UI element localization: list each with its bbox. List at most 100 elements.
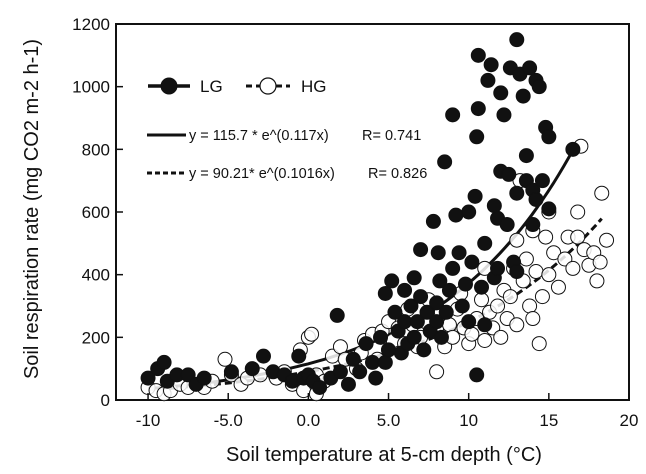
- lg-point: [384, 273, 400, 289]
- lg-point: [332, 364, 348, 380]
- lg-point: [477, 235, 493, 251]
- x-tick-label: 0.0: [297, 411, 321, 430]
- lg-point: [329, 307, 345, 323]
- lg-point: [397, 282, 413, 298]
- lg-point: [429, 314, 445, 330]
- lg-point: [501, 166, 517, 182]
- lg-point: [409, 314, 425, 330]
- hg-point: [570, 229, 586, 245]
- lg-point: [397, 314, 413, 330]
- lg-point: [477, 317, 493, 333]
- y-tick-label: 400: [82, 266, 110, 285]
- lg-point: [467, 188, 483, 204]
- lg-point: [413, 289, 429, 305]
- lg-point: [403, 298, 419, 314]
- lg-point: [416, 342, 432, 358]
- lg-point: [457, 276, 473, 292]
- hg-point: [550, 279, 566, 295]
- lg-point: [515, 88, 531, 104]
- lg-point: [493, 85, 509, 101]
- lg-point: [345, 351, 361, 367]
- lg-point: [470, 101, 486, 117]
- lg-point: [541, 129, 557, 145]
- hg-point: [493, 329, 509, 345]
- lg-point: [438, 304, 454, 320]
- x-axis-label: Soil temperature at 5-cm depth (°C): [226, 444, 542, 466]
- hg-point: [490, 298, 506, 314]
- lg-point: [483, 57, 499, 73]
- hg-point: [518, 251, 534, 267]
- eq-lg-r: R= 0.741: [362, 128, 421, 144]
- lg-point: [387, 304, 403, 320]
- hg-point: [528, 264, 544, 280]
- lg-point: [541, 201, 557, 217]
- hg-point: [429, 364, 445, 380]
- hg-point: [474, 292, 490, 308]
- lg-point: [429, 295, 445, 311]
- x-tick-label: -10: [136, 411, 161, 430]
- lg-point: [461, 314, 477, 330]
- hg-point: [464, 326, 480, 342]
- lg-point: [509, 32, 525, 48]
- hg-point: [599, 232, 615, 248]
- lg-point: [534, 173, 550, 189]
- hg-point: [592, 254, 608, 270]
- lg-point: [448, 207, 464, 223]
- hg-point: [509, 232, 525, 248]
- hg-point: [531, 336, 547, 352]
- lg-point: [496, 107, 512, 123]
- lg-point: [352, 364, 368, 380]
- lg-point: [454, 298, 470, 314]
- legend-hg-label: HG: [301, 77, 327, 96]
- lg-point: [480, 72, 496, 88]
- lg-point: [413, 242, 429, 258]
- lg-point: [525, 217, 541, 233]
- lg-point: [474, 279, 490, 295]
- lg-point: [291, 348, 307, 364]
- lg-point: [509, 185, 525, 201]
- lg-point: [377, 285, 393, 301]
- lg-point: [486, 198, 502, 214]
- hg-point: [546, 245, 562, 261]
- lg-point: [461, 204, 477, 220]
- lg-point: [358, 336, 374, 352]
- lg-point: [368, 370, 384, 386]
- hg-point: [541, 267, 557, 283]
- hg-point: [522, 298, 538, 314]
- hg-point: [477, 332, 493, 348]
- lg-point: [433, 329, 449, 345]
- x-axis-ticks: -10 -5.0 0.0 5.0 10 15 20: [136, 393, 638, 430]
- legend-lg-label: LG: [200, 77, 223, 96]
- lg-point: [518, 148, 534, 164]
- lg-point: [406, 270, 422, 286]
- lg-point: [445, 260, 461, 276]
- y-tick-label: 1000: [72, 78, 110, 97]
- lg-point: [419, 304, 435, 320]
- lg-point: [469, 367, 485, 383]
- lg-point: [451, 245, 467, 261]
- lg-point: [499, 217, 515, 233]
- lg-point: [223, 364, 239, 380]
- legend: LG HG y = 115.7 * e^(0.117x) R= 0.741 y …: [147, 77, 427, 182]
- hg-point: [332, 339, 348, 355]
- hg-point: [594, 185, 610, 201]
- hg-point: [509, 317, 525, 333]
- lg-point: [377, 354, 393, 370]
- y-tick-label: 600: [82, 203, 110, 222]
- lg-point: [509, 264, 525, 280]
- lg-point: [381, 342, 397, 358]
- lg-point: [340, 376, 356, 392]
- lg-point: [373, 329, 389, 345]
- lg-point: [365, 354, 380, 370]
- hg-point: [570, 204, 586, 220]
- lg-point: [312, 379, 328, 395]
- lg-point: [470, 47, 486, 63]
- x-tick-label: -5.0: [214, 411, 243, 430]
- lg-point: [531, 79, 547, 95]
- hg-point: [502, 289, 518, 305]
- hg-point: [534, 289, 550, 305]
- eq-hg-equation: y = 90.21* e^(0.1016x): [189, 166, 335, 182]
- lg-point: [490, 260, 506, 276]
- hg-point: [538, 229, 554, 245]
